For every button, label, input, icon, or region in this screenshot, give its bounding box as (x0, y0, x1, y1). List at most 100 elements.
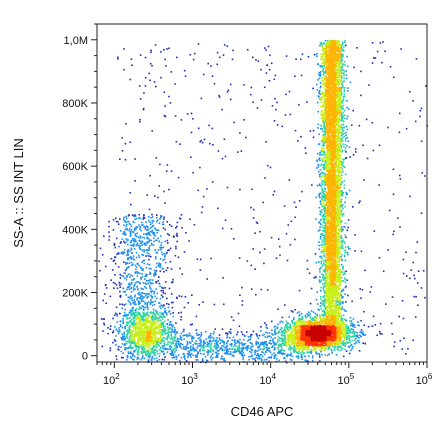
event-point (326, 288, 329, 291)
event-point (132, 327, 135, 329)
event-point (336, 237, 338, 240)
event-point (128, 229, 130, 232)
event-point (169, 347, 172, 350)
event-point (278, 349, 280, 351)
event-point (343, 249, 346, 252)
event-point (272, 194, 275, 196)
event-point (211, 127, 214, 130)
event-point (343, 308, 345, 311)
event-point (371, 62, 374, 64)
event-point (252, 101, 254, 103)
event-point (172, 312, 174, 314)
event-point (328, 289, 331, 292)
event-point (163, 345, 166, 347)
event-point (242, 356, 245, 359)
event-point (273, 190, 276, 193)
event-point (336, 203, 338, 206)
event-point (146, 254, 148, 257)
event-point (128, 296, 131, 299)
event-point (134, 355, 136, 358)
event-point (246, 345, 249, 348)
event-point (127, 239, 129, 241)
event-point (109, 347, 112, 349)
event-point (297, 352, 300, 355)
event-point (352, 325, 354, 328)
event-point (214, 342, 216, 345)
event-point (147, 308, 149, 311)
event-point (220, 357, 222, 360)
event-point (322, 200, 324, 202)
event-point (147, 350, 149, 352)
event-point (124, 231, 126, 234)
event-point (273, 326, 276, 328)
event-point (344, 147, 347, 149)
event-point (163, 253, 165, 255)
event-point (131, 230, 134, 233)
event-point (212, 144, 214, 146)
event-point (125, 221, 128, 224)
event-point (174, 329, 176, 331)
event-point (324, 78, 326, 81)
event-point (324, 264, 326, 267)
event-point (109, 295, 112, 298)
event-point (275, 342, 278, 345)
event-point (143, 226, 145, 228)
event-point (237, 340, 239, 342)
event-point (162, 287, 164, 289)
event-point (126, 329, 129, 331)
event-point (340, 190, 342, 192)
event-point (130, 282, 133, 285)
event-point (336, 257, 339, 259)
event-point (328, 346, 330, 349)
event-point (139, 266, 142, 268)
event-point (265, 358, 268, 361)
event-point (158, 240, 160, 243)
event-point (130, 225, 133, 228)
event-point (295, 206, 297, 208)
event-point (134, 311, 136, 314)
event-point (170, 346, 173, 348)
event-point (307, 360, 309, 363)
event-point (256, 354, 258, 357)
event-point (135, 252, 138, 254)
event-point (329, 291, 331, 294)
event-point (210, 348, 213, 351)
event-point (314, 316, 317, 319)
event-point (250, 288, 253, 290)
event-point (341, 59, 344, 62)
event-point (336, 164, 339, 166)
event-point (140, 350, 143, 353)
event-point (322, 143, 325, 146)
event-point (336, 307, 339, 310)
event-point (136, 324, 138, 327)
event-point (320, 267, 322, 269)
event-point (173, 331, 176, 333)
event-point (322, 138, 324, 140)
event-point (159, 307, 162, 310)
event-point (337, 238, 339, 241)
event-point (160, 217, 162, 219)
event-point (151, 315, 154, 317)
event-point (341, 116, 343, 118)
event-point (381, 61, 383, 64)
event-point (126, 217, 128, 220)
event-point (274, 331, 276, 333)
event-point (135, 335, 137, 337)
event-point (129, 316, 132, 319)
event-point (321, 56, 323, 58)
event-point (181, 273, 184, 275)
event-point (322, 62, 325, 64)
event-point (335, 288, 338, 291)
event-point (159, 305, 161, 308)
event-point (171, 352, 174, 355)
event-point (320, 234, 323, 236)
event-point (127, 314, 129, 316)
event-point (119, 273, 121, 276)
event-point (183, 334, 186, 337)
event-point (337, 228, 340, 231)
event-point (320, 101, 323, 104)
event-point (135, 268, 137, 271)
event-point (324, 347, 326, 349)
event-point (124, 343, 126, 345)
event-point (142, 319, 145, 322)
